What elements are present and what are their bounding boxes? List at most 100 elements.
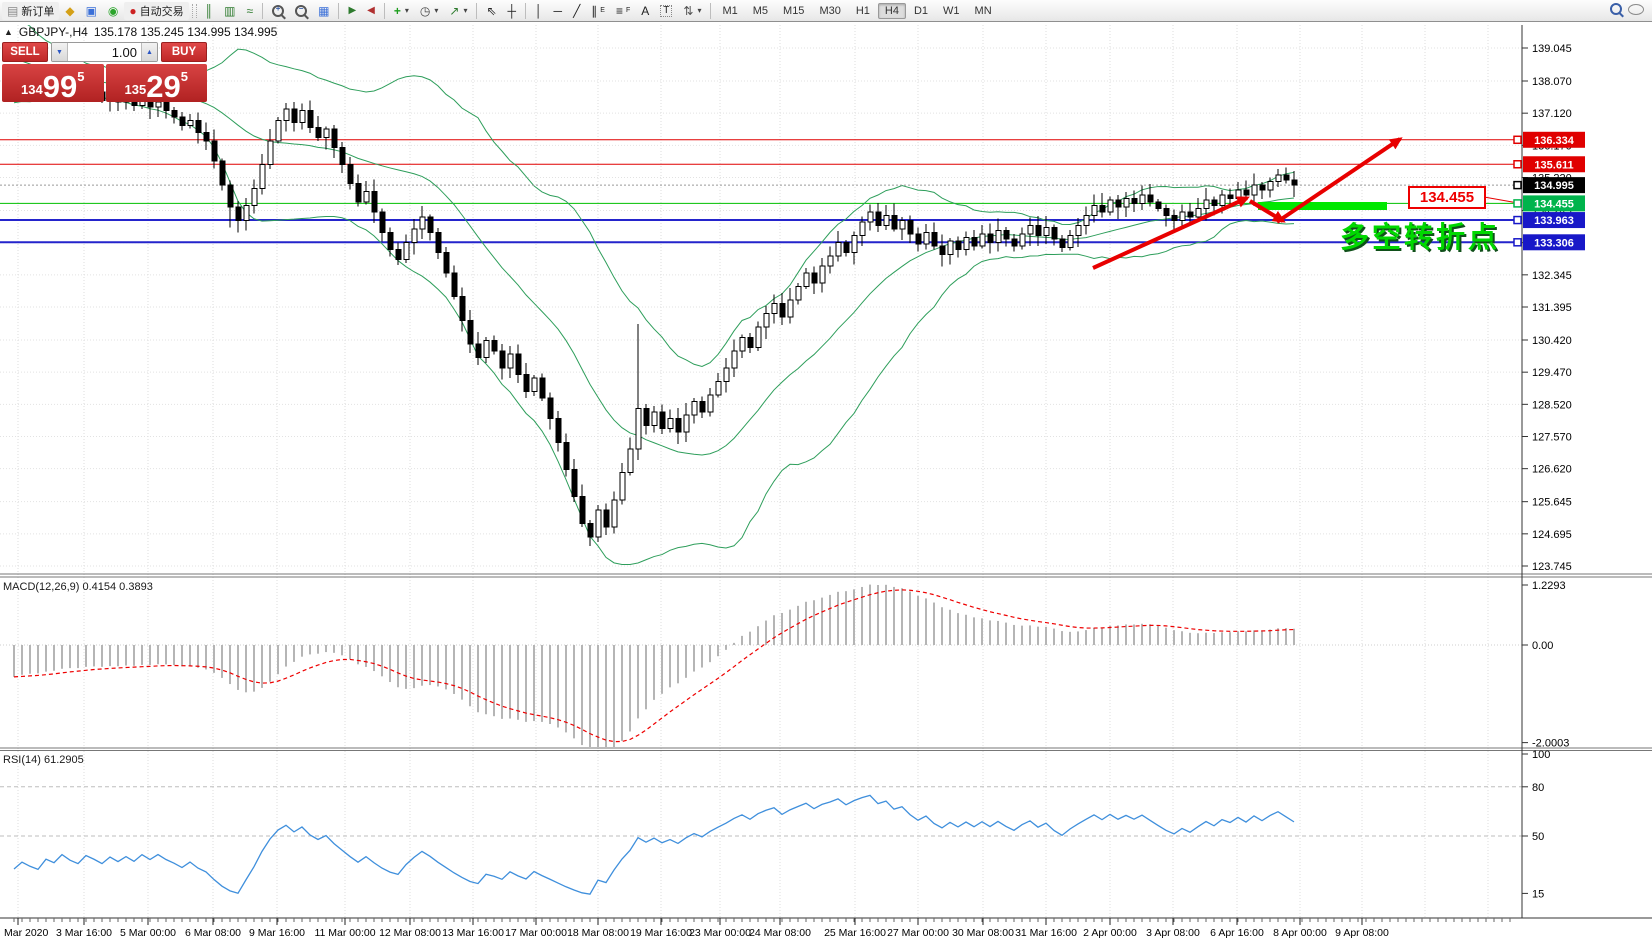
buy-price-figure: 135 (124, 82, 147, 97)
svg-text:18 Mar 08:00: 18 Mar 08:00 (567, 927, 629, 939)
symbol-name: GBPJPY-,H4 (18, 25, 88, 39)
svg-text:133.963: 133.963 (1534, 215, 1574, 227)
tf-m30-button[interactable]: M30 (819, 4, 841, 17)
toolbar-right (1610, 2, 1650, 20)
profile-prev-button[interactable]: ◀ (362, 1, 380, 21)
zoom-in-icon: + (272, 4, 285, 17)
tf-m5-button[interactable]: M5 (752, 4, 769, 17)
svg-text:137.120: 137.120 (1532, 108, 1572, 120)
svg-text:17 Mar 00:00: 17 Mar 00:00 (505, 927, 567, 939)
chevron-down-icon: ▾ (697, 6, 702, 15)
gold-symbol-button[interactable]: ◆ (60, 1, 79, 21)
cursor-icon: ⇖ (486, 3, 497, 18)
chevron-down-icon: ▾ (404, 6, 409, 15)
turning-point-annotation: 多空转折点 (1340, 222, 1501, 254)
candles (11, 64, 1298, 547)
collapse-arrow-icon[interactable]: ▲ (4, 27, 13, 37)
cursor-button[interactable]: ⇖ (481, 1, 501, 21)
separator (476, 2, 478, 19)
svg-text:129.470: 129.470 (1532, 367, 1572, 379)
label-tool-button[interactable]: T (655, 1, 677, 21)
sell-price-figure: 134 (21, 82, 43, 97)
terminal-button[interactable]: ▣ (81, 1, 102, 21)
tf-h1-button[interactable]: H1 (855, 4, 870, 17)
svg-text:130.420: 130.420 (1532, 335, 1572, 347)
svg-text:25 Mar 16:00: 25 Mar 16:00 (824, 927, 886, 939)
svg-text:132.345: 132.345 (1532, 270, 1572, 282)
separator (262, 2, 264, 19)
line-chart-button[interactable]: ≈ (242, 1, 259, 21)
tf-m1-button[interactable]: M1 (722, 4, 738, 17)
search-button[interactable] (1610, 2, 1622, 20)
period-button[interactable]: ◷ ▾ (415, 1, 444, 21)
svg-text:139.045: 139.045 (1532, 43, 1572, 55)
sell-price-pips: 99 (42, 68, 78, 104)
text-tool-button[interactable]: A (636, 1, 654, 21)
price-chart-canvas[interactable]: 139.045138.070137.120136.170135.220134.2… (0, 22, 1652, 947)
chevron-down-icon: ▾ (463, 6, 468, 15)
signal-button[interactable]: ◉ (103, 1, 123, 21)
svg-text:131.395: 131.395 (1532, 302, 1572, 314)
profile-prev-icon: ◀ (367, 4, 375, 16)
fibonacci-tool-button[interactable]: ≡ F (611, 1, 635, 21)
candle-chart-button[interactable]: ▥ (219, 1, 240, 21)
tf-m15-button[interactable]: M15 (783, 4, 805, 17)
hline-tool-button[interactable]: ─ (549, 1, 568, 21)
rsi-label: RSI(14) 61.2905 (3, 754, 84, 766)
svg-text:6 Mar 08:00: 6 Mar 08:00 (185, 927, 241, 939)
sell-price-box[interactable]: 134 99 5 (2, 64, 104, 102)
text-tool-icon: A (641, 3, 650, 18)
bar-chart-button[interactable]: ║ (200, 1, 219, 21)
robot-icon: ● (129, 3, 137, 18)
trendline-tool-button[interactable]: ╱ (568, 1, 585, 21)
tf-w1-button[interactable]: W1 (943, 4, 960, 17)
svg-text:24 Mar 08:00: 24 Mar 08:00 (749, 927, 811, 939)
svg-text:11 Mar 00:00: 11 Mar 00:00 (314, 927, 375, 939)
svg-text:125.645: 125.645 (1532, 497, 1572, 509)
shapes-button[interactable]: ⇅ ▾ (678, 1, 706, 21)
volume-value[interactable]: 1.00 (111, 44, 137, 60)
toolbar-grip (191, 3, 197, 18)
fibo-letter: F (625, 7, 631, 14)
zoom-out-button[interactable]: − (290, 1, 312, 21)
tf-d1-button[interactable]: D1 (913, 4, 929, 17)
tf-h4-button[interactable]: H4 (877, 2, 906, 19)
buy-price-box[interactable]: 135 29 5 (105, 64, 207, 102)
sell-button[interactable]: SELL (2, 42, 48, 62)
toolbar: ▤ 新订单 ◆ ▣ ◉ ● 自动交易 ║ ▥ ≈ + − ▦ ▶ ◀ + ▾ ◷ ▾… (0, 0, 1652, 22)
trendline-icon: ╱ (573, 3, 581, 18)
chevron-down-icon: ▾ (434, 6, 439, 15)
separator (710, 2, 712, 19)
svg-text:27 Mar 00:00: 27 Mar 00:00 (887, 927, 949, 939)
indicator-icon: ↗ (449, 3, 460, 18)
new-chart-button[interactable]: + ▾ (389, 1, 414, 21)
profile-next-button[interactable]: ▶ (343, 1, 361, 21)
sell-price-point: 5 (77, 69, 85, 84)
indicators-button[interactable]: ↗ ▾ (444, 1, 472, 21)
channel-tool-button[interactable]: ∥ E (586, 1, 610, 21)
svg-text:133.306: 133.306 (1534, 237, 1574, 249)
svg-text:5 Mar 00:00: 5 Mar 00:00 (120, 927, 176, 939)
svg-text:123.745: 123.745 (1532, 561, 1572, 573)
svg-text:1.2293: 1.2293 (1532, 580, 1566, 592)
volume-down-button[interactable]: ▼ (52, 43, 68, 61)
vline-tool-button[interactable]: │ (530, 1, 548, 21)
tile-windows-button[interactable]: ▦ (313, 1, 334, 21)
new-order-button[interactable]: ▤ 新订单 (2, 1, 60, 20)
clock-icon: ◷ (419, 3, 431, 18)
auto-trading-button[interactable]: ● 自动交易 (124, 1, 189, 20)
crosshair-button[interactable]: ┼ (503, 1, 522, 21)
crosshair-icon: ┼ (507, 3, 517, 18)
plus-chart-icon: + (393, 3, 401, 18)
svg-text:31 Mar 16:00: 31 Mar 16:00 (1015, 927, 1077, 939)
rsi-panel (13, 794, 1295, 895)
auto-trading-label: 自动交易 (139, 5, 184, 18)
zoom-in-button[interactable]: + (267, 1, 289, 21)
svg-text:6 Apr 16:00: 6 Apr 16:00 (1210, 927, 1264, 939)
buy-button[interactable]: BUY (161, 42, 207, 62)
volume-up-button[interactable]: ▲ (141, 43, 157, 61)
fibonacci-icon: ≡ (615, 3, 623, 18)
chat-button[interactable] (1628, 2, 1644, 20)
tf-mn-button[interactable]: MN (974, 4, 992, 17)
